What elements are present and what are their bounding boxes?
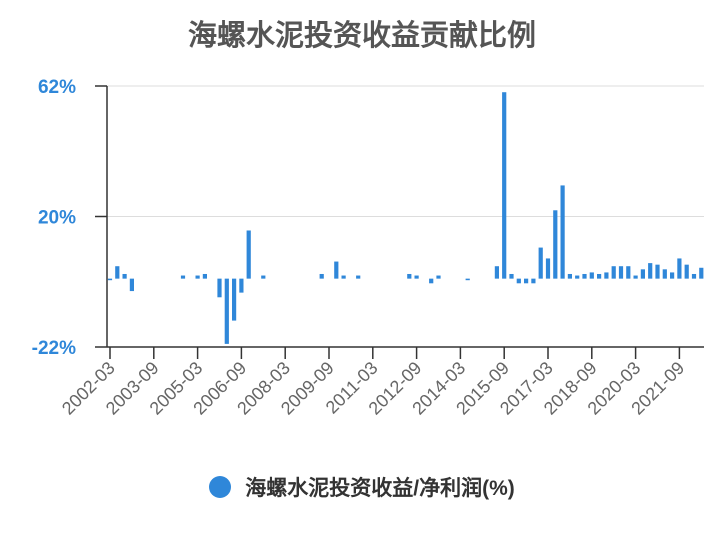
bar [567, 273, 572, 279]
bar [319, 273, 324, 279]
bar [115, 266, 120, 279]
y-tick-label: 62% [38, 77, 76, 98]
bar [662, 269, 667, 279]
bar [502, 92, 507, 279]
bar [604, 272, 609, 279]
y-tick-labels: 62% 20% -22% [32, 77, 76, 359]
bar [626, 266, 631, 279]
bar [611, 266, 616, 279]
bar [341, 275, 346, 279]
bar [129, 278, 134, 292]
y-tick-label: -22% [32, 338, 76, 359]
bar [560, 185, 565, 279]
bar [545, 258, 551, 279]
bar [699, 267, 704, 279]
bar [582, 273, 587, 279]
bar [217, 278, 222, 298]
y-tick-label: 20% [38, 208, 76, 229]
chart-title: 海螺水泥投资收益贡献比例 [187, 20, 536, 52]
bar [429, 278, 434, 284]
legend-marker [209, 476, 232, 498]
bar [202, 273, 207, 279]
bar [509, 273, 514, 279]
legend-label: 海螺水泥投资收益/净利润(%) [245, 477, 515, 500]
bar [553, 210, 558, 279]
bar [538, 247, 543, 279]
bar [640, 269, 645, 279]
bar [122, 273, 127, 279]
bar [356, 275, 361, 279]
axes [106, 86, 704, 359]
bar [597, 273, 602, 279]
bar [531, 278, 536, 284]
bar [465, 278, 470, 281]
bar [633, 275, 638, 279]
bar [684, 264, 689, 279]
x-tick-labels: 2002-032003-092005-032006-092008-032009-… [58, 358, 688, 419]
bar [232, 278, 237, 321]
bars [107, 92, 704, 344]
grid-lines [95, 85, 704, 348]
bar [334, 261, 339, 279]
bar [180, 275, 186, 279]
bar [670, 272, 675, 279]
bar [524, 278, 529, 284]
bar [239, 278, 244, 293]
bar [407, 273, 412, 279]
bar [655, 264, 660, 279]
bar [516, 278, 521, 284]
bar [261, 275, 266, 279]
bar [618, 266, 624, 279]
bar [246, 230, 251, 279]
bar [677, 258, 682, 279]
bar [195, 275, 200, 279]
legend[interactable]: 海螺水泥投资收益/净利润(%) [0, 472, 724, 502]
bar [648, 263, 653, 279]
bar [224, 278, 229, 344]
bar [436, 275, 441, 279]
bar [494, 266, 499, 279]
bar [691, 273, 697, 279]
bar [589, 272, 594, 279]
bar [575, 275, 580, 279]
bar [107, 278, 113, 281]
bar [414, 275, 419, 279]
